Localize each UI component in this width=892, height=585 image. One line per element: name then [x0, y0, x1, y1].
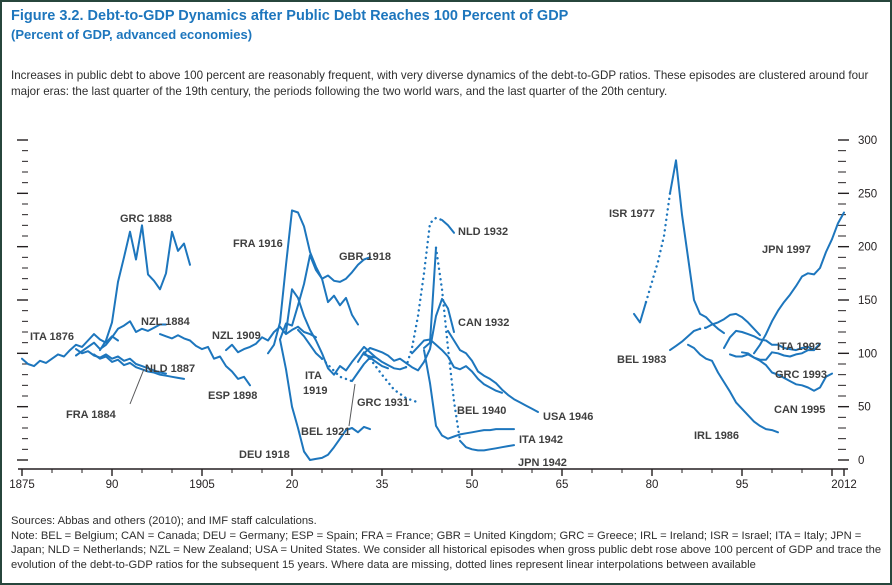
x-tick-label: 65: [556, 479, 569, 491]
series-jpn-1942: [423, 246, 437, 349]
series-isr-1977: [633, 301, 647, 324]
series-deu-1918: [279, 338, 371, 461]
episode-label: NZL 1884: [141, 316, 191, 328]
series-gbr-1918: [279, 254, 371, 341]
x-tick-label: 80: [646, 479, 659, 491]
episode-label: USA 1946: [543, 411, 593, 423]
intro-text: Increases in public debt to above 100 pe…: [11, 69, 869, 98]
y-tick-label: 50: [858, 402, 871, 414]
episode-label: BEL 1921: [301, 426, 350, 438]
x-tick-label: 20: [286, 479, 299, 491]
series-ita-1919: [285, 288, 377, 376]
y-tick-label: 250: [858, 188, 877, 200]
series-grc-1993: [729, 342, 821, 361]
episode-label: GRC 1993: [775, 369, 827, 381]
episode-label: NLD 1932: [458, 226, 508, 238]
series-can-1995: [741, 351, 833, 392]
y-tick-label: 300: [858, 135, 877, 147]
x-tick-label: 50: [466, 479, 479, 491]
episode-label: ITA: [305, 370, 322, 382]
y-tick-label: 100: [858, 348, 877, 360]
label-pointer-line: [129, 368, 145, 405]
y-tick-label: 0: [858, 455, 864, 467]
sources-text: Sources: Abbas and others (2010); and IM…: [11, 515, 317, 527]
series-nzl-1884: [75, 320, 167, 357]
series-usa-1946: [447, 329, 539, 413]
series-jpn-1942: [459, 439, 515, 452]
series-esp-1898: [159, 333, 251, 387]
series-irl-1986: [687, 343, 779, 434]
figure-title: Figure 3.2. Debt-to-GDP Dynamics after P…: [11, 8, 569, 24]
series-bel-1983: [669, 327, 701, 352]
episode-label: CAN 1995: [774, 404, 825, 416]
footnotes: Sources: Abbas and others (2010); and IM…: [11, 514, 885, 572]
episode-label: ITA 1876: [30, 331, 74, 343]
episode-label: GRC 1888: [120, 213, 172, 225]
series-nld-1932: [404, 216, 444, 369]
episode-label: 1919: [303, 385, 327, 397]
series-nld-1887: [93, 353, 185, 380]
episode-label: JPN 1997: [762, 244, 811, 256]
y-tick-label: 200: [858, 242, 877, 254]
series-fra-1916: [267, 209, 359, 355]
series-grc-1931: [368, 357, 420, 404]
episode-label: DEU 1918: [239, 449, 290, 461]
label-pointer-line: [348, 383, 356, 427]
episode-label: GRC 1931: [357, 397, 409, 409]
series-jpn-1997: [753, 211, 845, 355]
episode-label: BEL 1983: [617, 354, 666, 366]
episode-label: GBR 1918: [339, 251, 391, 263]
episode-label: ITA 1942: [519, 434, 563, 446]
series-ita-1942: [423, 349, 515, 440]
series-nld-1932: [363, 353, 407, 371]
episode-label: NLD 1887: [145, 363, 195, 375]
series-bel-1940: [411, 338, 503, 394]
series-grc-1888: [99, 224, 191, 352]
x-tick-label: 95: [736, 479, 749, 491]
episode-label: CAN 1932: [458, 317, 509, 329]
episode-label: JPN 1942: [518, 457, 567, 469]
series-bel-1921: [320, 357, 354, 383]
series-bel-1983: [698, 326, 708, 331]
series-ita-1876: [21, 333, 119, 368]
episode-label: ESP 1898: [208, 390, 257, 402]
y-tick-label: 150: [858, 295, 877, 307]
series-isr-1977: [669, 159, 725, 335]
episode-label: ITA 1992: [777, 341, 821, 353]
episode-label: FRA 1884: [66, 409, 117, 421]
series-nzl-1909: [225, 325, 317, 354]
x-tick-label: 90: [106, 479, 119, 491]
series-nld-1932: [441, 219, 455, 234]
episode-label: ISR 1977: [609, 208, 655, 220]
series-bel-1983: [705, 312, 761, 337]
series-can-1932: [363, 297, 455, 372]
figure-subtitle: (Percent of GDP, advanced economies): [11, 27, 253, 42]
series-ita-1992: [723, 329, 815, 352]
chart-area: 1875 90 1905 20 35 50 65 80 95 2012 0 50 100 150 200 25…: [2, 127, 892, 499]
series-jpn-1942: [434, 246, 462, 442]
series-isr-1977: [644, 192, 672, 304]
episode-label: NZL 1909: [212, 330, 261, 342]
series-fra-1884: [75, 348, 167, 375]
episode-label: IRL 1986: [694, 430, 739, 442]
episode-label: BEL 1940: [457, 405, 506, 417]
series-bel-1921: [297, 328, 323, 360]
episode-label: FRA 1916: [233, 238, 283, 250]
x-tick-label: 2012: [831, 479, 857, 491]
x-tick-label: 1875: [9, 479, 35, 491]
x-tick-label: 1905: [189, 479, 215, 491]
x-tick-label: 35: [376, 479, 389, 491]
note-text: Note: BEL = Belgium; CAN = Canada; DEU =…: [11, 529, 882, 571]
